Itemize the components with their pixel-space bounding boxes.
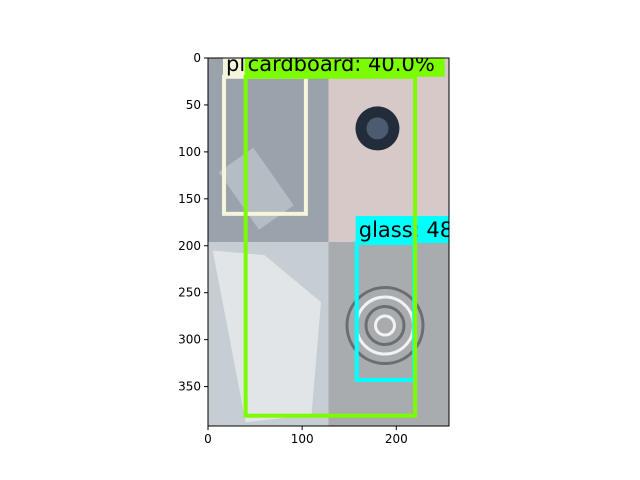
x-tick-label: 0 <box>204 432 212 446</box>
jar-lid-inner <box>366 117 389 140</box>
detection-label-bg <box>355 215 449 243</box>
detection-label-bg <box>244 58 445 77</box>
y-tick-label: 150 <box>178 192 201 206</box>
image-panels <box>208 58 449 426</box>
y-tick-label: 100 <box>178 145 201 159</box>
tin-can-ring <box>364 305 406 347</box>
detection-label: cardboard: 40.0% <box>248 52 435 76</box>
y-tick-label: 50 <box>186 98 201 112</box>
y-tick-label: 350 <box>178 380 201 394</box>
x-tick-label: 100 <box>291 432 314 446</box>
detection-label: glass: 48 <box>359 218 453 242</box>
y-tick-label: 200 <box>178 239 201 253</box>
axes-frame <box>207 57 450 427</box>
paper-shape <box>212 250 321 423</box>
glass-bottle-shape <box>218 147 294 230</box>
x-tick-label: 200 <box>385 432 408 446</box>
y-tick-label: 0 <box>193 51 201 65</box>
y-tick-label: 250 <box>178 286 201 300</box>
jar-lid-photo <box>328 58 449 242</box>
y-tick-label: 300 <box>178 333 201 347</box>
tin-can-ring <box>373 314 396 337</box>
axes: 0 100 200 0 50 100 150 200 250 300 350 <box>178 51 450 446</box>
tin-can-ring <box>345 286 425 366</box>
